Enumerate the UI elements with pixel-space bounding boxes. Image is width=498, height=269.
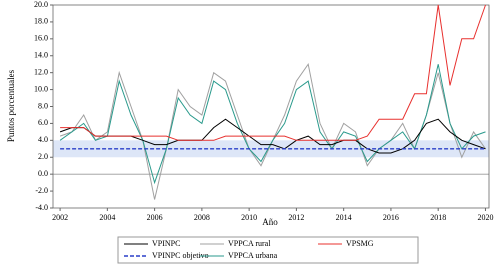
- series-line: [59, 62, 486, 200]
- y-tick-label: 0.0: [38, 169, 48, 178]
- legend-label: VPPCA urbana: [228, 251, 278, 260]
- x-tick-label: 2014: [336, 213, 352, 222]
- x-tick-label: 2020: [477, 213, 493, 222]
- plot-frame: [52, 4, 490, 209]
- legend-label: VPSMG: [346, 239, 374, 248]
- legend-label: VPINPC: [152, 239, 180, 248]
- x-tick-label: 2002: [52, 213, 68, 222]
- y-tick-label: 4.0: [38, 135, 48, 144]
- series-line: [60, 4, 486, 141]
- x-tick-label: 2018: [430, 213, 446, 222]
- y-tick-label: 10.0: [34, 84, 48, 93]
- x-tick-label: 2016: [383, 213, 399, 222]
- legend-label: VPPCA rural: [228, 239, 271, 248]
- x-tick-label: 2012: [288, 213, 304, 222]
- y-tick-label: -4.0: [35, 203, 48, 212]
- y-tick-label: -2.0: [35, 186, 48, 195]
- y-tick-label: 18.0: [34, 17, 48, 26]
- series-line: [59, 64, 486, 185]
- x-axis-label: Año: [262, 217, 278, 227]
- x-tick-label: 2010: [241, 213, 257, 222]
- legend-box: [117, 236, 419, 264]
- y-tick-label: 8.0: [38, 101, 48, 110]
- y-axis-label: Puntos porcentuales: [6, 69, 16, 142]
- y-tick-label: 6.0: [38, 118, 48, 127]
- y-tick-label: 12.0: [34, 67, 48, 76]
- y-tick-label: 14.0: [34, 51, 48, 60]
- y-tick-label: 2.0: [38, 152, 48, 161]
- y-tick-label: 16.0: [34, 34, 48, 43]
- x-tick-label: 2004: [99, 213, 115, 222]
- y-tick-label: 20.0: [34, 0, 48, 9]
- legend-label: VPINPC objetivo: [152, 251, 209, 260]
- x-tick-label: 2008: [194, 213, 210, 222]
- x-tick-label: 2006: [147, 213, 163, 222]
